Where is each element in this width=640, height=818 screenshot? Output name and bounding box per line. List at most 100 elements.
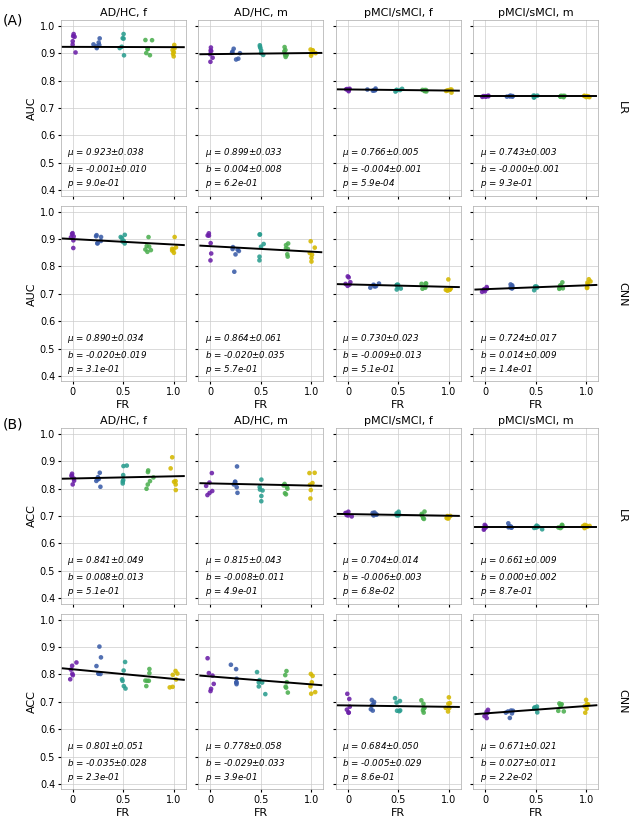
Point [141,680,152,693]
Point [67,227,77,240]
Point [344,85,354,98]
Point [281,239,291,252]
Text: $\mu$ = 0.864$\pm$0.061
$b$ = -0.020$\pm$0.035
$p$ = 5.7e-01: $\mu$ = 0.864$\pm$0.061 $b$ = -0.020$\pm… [205,332,285,376]
Text: $\mu$ = 0.923$\pm$0.038
$b$ = -0.001$\pm$0.010
$p$ = 9.0e-01: $\mu$ = 0.923$\pm$0.038 $b$ = -0.001$\pm… [67,146,148,191]
Point [531,519,541,533]
Point [508,281,518,294]
Point [207,484,218,497]
Point [204,229,214,242]
Point [369,698,379,711]
Point [171,673,181,686]
Point [68,34,78,47]
Point [67,467,77,480]
Point [443,510,453,524]
Point [374,277,384,290]
Point [95,466,105,479]
Point [169,246,179,259]
Point [477,285,487,299]
Point [93,667,104,680]
Point [282,482,292,495]
Point [92,228,102,241]
Point [205,56,216,69]
Point [118,234,129,247]
Text: $\mu$ = 0.730$\pm$0.023
$b$ = -0.009$\pm$0.013
$p$ = 5.1e-01: $\mu$ = 0.730$\pm$0.023 $b$ = -0.009$\pm… [342,332,422,376]
Point [531,520,541,533]
Point [584,91,595,104]
Point [308,43,318,56]
Point [206,682,216,695]
Y-axis label: ACC: ACC [27,690,37,713]
Point [444,697,454,710]
Point [502,90,512,103]
Point [305,680,316,693]
Point [145,474,155,488]
Point [117,235,127,248]
X-axis label: FR: FR [254,400,268,410]
Point [420,281,430,294]
Point [254,673,264,686]
Point [141,47,152,60]
Point [582,281,592,294]
Point [310,685,321,699]
Point [68,234,79,247]
Point [369,280,380,293]
Point [204,487,214,500]
Point [529,521,540,534]
Point [116,231,126,244]
Point [144,663,154,676]
Point [226,658,236,672]
Point [282,664,292,677]
Point [557,698,567,711]
Text: $\mu$ = 0.743$\pm$0.003
$b$ = -0.000$\pm$0.001
$p$ = 9.3e-01: $\mu$ = 0.743$\pm$0.003 $b$ = -0.000$\pm… [479,146,559,191]
Point [506,281,516,294]
Point [367,506,378,519]
Point [417,509,427,522]
Title: pMCI/sMCI, m: pMCI/sMCI, m [498,8,573,18]
Point [280,48,291,61]
Point [392,507,402,520]
Point [444,283,454,296]
Point [96,651,106,664]
Point [67,38,77,52]
Point [394,509,404,522]
Point [347,510,357,523]
Point [507,521,517,534]
Point [342,703,352,717]
Point [390,691,400,704]
Point [529,89,540,102]
Text: CNN: CNN [617,281,627,306]
Point [481,708,492,721]
Point [259,237,269,250]
Point [232,486,243,499]
Point [232,672,242,685]
Point [120,655,130,668]
Point [483,703,493,717]
Point [257,676,268,689]
Point [230,475,240,488]
Point [168,681,178,694]
Point [579,700,589,713]
Point [91,474,101,488]
Point [419,697,429,710]
Point [582,702,592,715]
Point [96,231,106,244]
Point [202,229,212,242]
Point [141,483,152,496]
Point [445,697,455,710]
Point [340,506,351,519]
Title: AD/HC, m: AD/HC, m [234,8,288,18]
Point [578,519,588,533]
Point [584,519,595,533]
Point [344,692,355,705]
Point [559,705,569,718]
Point [205,236,216,249]
Point [66,663,76,676]
Point [202,488,212,501]
Point [342,687,353,700]
Point [142,674,152,687]
Point [507,282,517,295]
Point [370,83,380,97]
Point [442,512,452,525]
Point [395,83,405,97]
Text: LR: LR [617,509,627,523]
